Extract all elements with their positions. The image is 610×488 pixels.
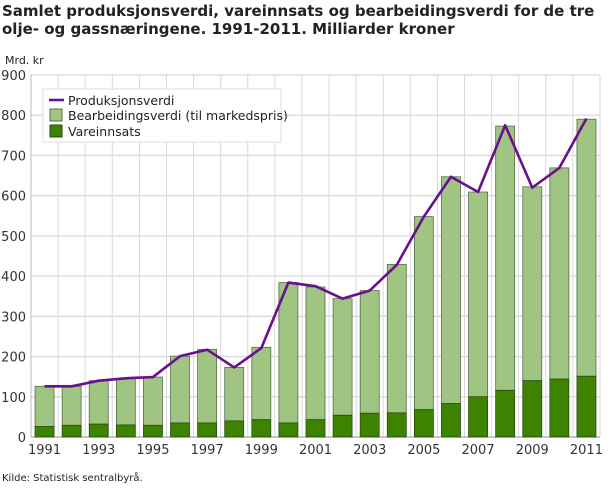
line-produksjonsverdi: [44, 117, 588, 388]
bar-vareinnsats-1992: [61, 424, 82, 438]
legend-label-bearbeidingsverdi: Bearbeidingsverdi (til markedspris): [68, 108, 288, 123]
bar-vareinnsats-2002: [332, 414, 353, 438]
y-tick-label: 700: [1, 149, 26, 164]
y-tick-label: 800: [1, 109, 26, 124]
x-tick-label: 1997: [191, 443, 224, 458]
x-tick-label: 2007: [462, 443, 495, 458]
legend-box: [42, 88, 282, 143]
y-tick-label: 600: [1, 190, 26, 205]
bar-vareinnsats-1993: [88, 423, 109, 438]
bar-bearbeidingsverdi-2010: [549, 167, 570, 380]
bar-vareinnsats-1998: [224, 420, 245, 438]
bar-bearbeidingsverdi-2009: [522, 186, 543, 382]
bar-bearbeidingsverdi-1995: [143, 376, 163, 426]
y-axis-label: Mrd. kr: [5, 54, 44, 67]
bar-vareinnsats-1994: [115, 424, 136, 438]
bar-vareinnsats-2011: [576, 375, 597, 438]
y-tick-label: 100: [1, 391, 26, 406]
y-tick-label: 500: [1, 230, 26, 245]
legend-swatch-bearbeidingsverdi: [49, 108, 63, 122]
bar-vareinnsats-2008: [495, 389, 516, 438]
y-tick-label: 200: [1, 351, 26, 366]
bar-bearbeidingsverdi-1996: [170, 355, 190, 424]
bar-bearbeidingsverdi-2011: [576, 118, 597, 377]
x-tick-label: 2001: [299, 443, 332, 458]
bar-bearbeidingsverdi-2007: [468, 191, 488, 398]
bar-bearbeidingsverdi-1993: [88, 380, 109, 425]
legend-swatch-vareinnsats: [49, 124, 63, 138]
bar-bearbeidingsverdi-2002: [332, 298, 353, 416]
bar-vareinnsats-2009: [522, 380, 543, 438]
bar-bearbeidingsverdi-1991: [34, 385, 55, 427]
bar-bearbeidingsverdi-2005: [413, 216, 434, 411]
bar-vareinnsats-1995: [143, 424, 163, 438]
bar-bearbeidingsverdi-2008: [495, 125, 516, 391]
bar-bearbeidingsverdi-1994: [115, 377, 136, 426]
x-tick-label: 2005: [407, 443, 440, 458]
legend-label-vareinnsats: Vareinnsats: [68, 124, 141, 139]
bar-bearbeidingsverdi-1992: [61, 385, 82, 426]
y-tick-label: 0: [18, 431, 26, 446]
x-tick-label: 2003: [353, 443, 386, 458]
y-tick-label: 300: [1, 310, 26, 325]
bar-vareinnsats-1996: [170, 422, 190, 438]
bar-bearbeidingsverdi-1998: [224, 367, 245, 422]
y-tick-label: 400: [1, 270, 26, 285]
bar-vareinnsats-2003: [359, 412, 380, 438]
bar-vareinnsats-2000: [278, 422, 299, 438]
bar-vareinnsats-2005: [413, 409, 434, 438]
bar-vareinnsats-2007: [468, 396, 488, 438]
y-tick-label: 900: [1, 69, 26, 84]
chart-title: Samlet produksjonsverdi, vareinnsats og …: [2, 2, 595, 38]
bar-vareinnsats-1997: [197, 422, 218, 438]
x-tick-label: 1999: [245, 443, 278, 458]
x-tick-label: 1993: [82, 443, 115, 458]
bar-bearbeidingsverdi-1997: [197, 348, 218, 424]
bar-bearbeidingsverdi-2001: [305, 286, 326, 421]
bar-vareinnsats-2010: [549, 378, 570, 438]
bar-vareinnsats-1999: [251, 419, 272, 438]
x-tick-label: 2009: [516, 443, 549, 458]
source-note: Kilde: Statistisk sentralbyrå.: [2, 473, 143, 484]
bar-bearbeidingsverdi-2004: [386, 264, 407, 414]
bar-bearbeidingsverdi-2006: [441, 176, 461, 405]
bar-bearbeidingsverdi-1999: [251, 346, 272, 421]
bar-vareinnsats-2004: [386, 412, 407, 438]
x-tick-label: 2011: [570, 443, 603, 458]
x-tick-label: 1995: [136, 443, 169, 458]
x-tick-label: 1991: [28, 443, 61, 458]
bar-vareinnsats-1991: [34, 426, 55, 438]
legend-label-produksjonsverdi: Produksjonsverdi: [68, 93, 174, 108]
bar-vareinnsats-2006: [441, 403, 461, 438]
bar-bearbeidingsverdi-2003: [359, 290, 380, 414]
bar-bearbeidingsverdi-2000: [278, 282, 299, 424]
bar-vareinnsats-2001: [305, 419, 326, 438]
